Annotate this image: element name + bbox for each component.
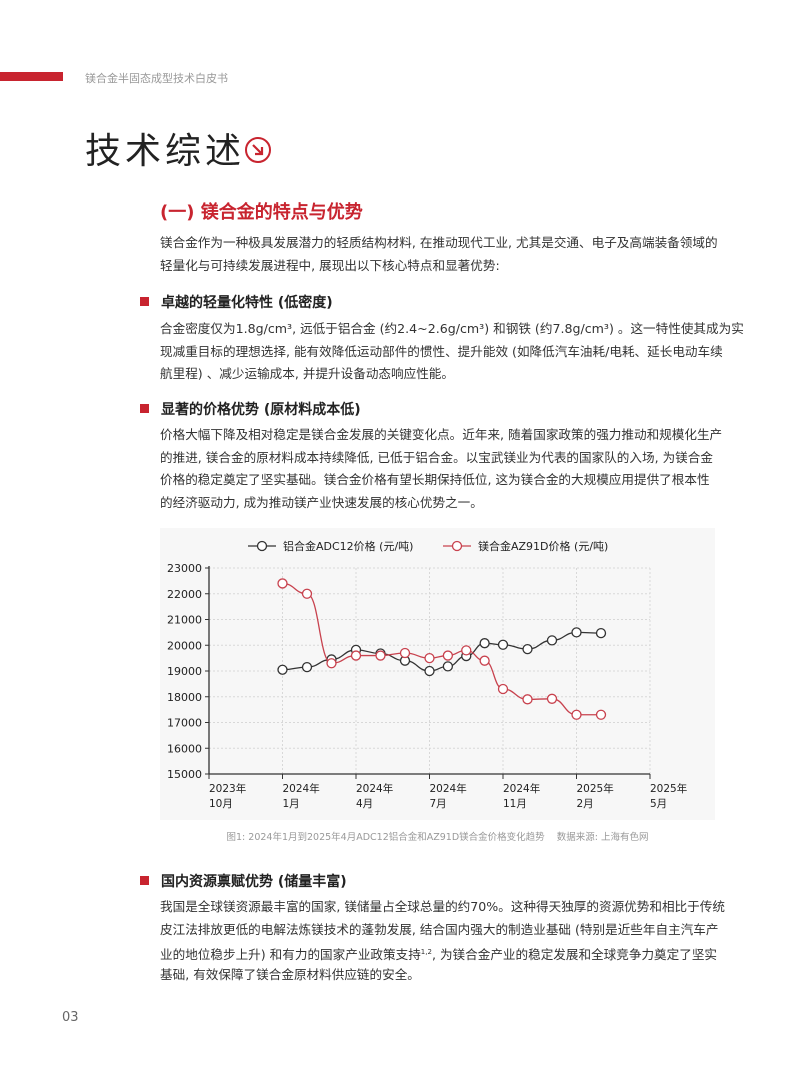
data-point [442, 650, 454, 661]
bullet-square-icon [140, 297, 149, 306]
data-point [350, 650, 362, 661]
data-point [424, 652, 435, 664]
price-chart: 23000 22000 21000 20000 19000 18000 17000 16000… [160, 528, 715, 820]
x-tick-label-month: 4月 [356, 798, 373, 810]
text-line: 我国是全球镁资源最丰富的国家, 镁储量占全球总量的约70%。这种得天独厚的资源优… [160, 899, 725, 914]
y-tick-label: 23000 [167, 562, 202, 575]
data-point [595, 709, 607, 720]
data-point [595, 627, 607, 639]
y-tick-label: 22000 [167, 588, 202, 601]
text-line: 业的地位稳步上升) 和有力的国家产业政策支持1,2, 为镁合金产业的稳定发展和全… [160, 941, 725, 964]
data-point [277, 664, 288, 675]
x-tick-label-year: 2023年 [209, 782, 246, 795]
y-tick-label: 16000 [167, 742, 202, 755]
footnote-reference[interactable]: 1,2 [420, 948, 432, 956]
data-point [522, 694, 533, 705]
data-point [301, 588, 313, 599]
x-tick-label-month: 7月 [430, 798, 447, 810]
bullet-heading-resources: 国内资源禀赋优势 (储量丰富) [140, 871, 347, 891]
page-title: 技术综述 [85, 131, 246, 172]
text-line: 镁合金作为一种极具发展潜力的轻质结构材料, 在推动现代工业, 尤其是交通、电子及… [160, 235, 718, 250]
bullet-heading-text: 显著的价格优势 (原材料成本低) [161, 402, 361, 418]
bullet-heading-text: 国内资源禀赋优势 (储量丰富) [161, 874, 347, 890]
data-point [522, 643, 533, 655]
legend-label: 铝合金ADC12价格 (元/吨) [283, 539, 413, 553]
text-segment: 业的地位稳步上升) 和有力的国家产业政策支持 [160, 947, 421, 963]
x-tick-label-year: 2025年 [577, 782, 614, 795]
y-tick-label: 18000 [167, 691, 202, 704]
resources-paragraph: 我国是全球镁资源最丰富的国家, 镁储量占全球总量的约70%。这种得天独厚的资源优… [160, 896, 725, 986]
x-tick-label-year: 2024年 [430, 782, 467, 795]
x-tick-label-month: 2月 [577, 798, 594, 810]
price-paragraph: 价格大幅下降及相对稳定是镁合金发展的关键变化点。近年来, 随着国家政策的强力推动… [160, 424, 725, 514]
running-title: 镁合金半固态成型技术白皮书 [85, 72, 228, 85]
bullet-heading-price: 显著的价格优势 (原材料成本低) [140, 399, 361, 419]
data-point [375, 650, 386, 661]
x-tick-label-month: 5月 [650, 798, 667, 810]
data-point [479, 638, 490, 649]
bullet-heading-lightweight: 卓越的轻量化特性 (低密度) [140, 292, 333, 312]
intro-paragraph: 镁合金作为一种极具发展潜力的轻质结构材料, 在推动现代工业, 尤其是交通、电子及… [160, 232, 725, 277]
x-tick-label-year: 2024年 [283, 782, 320, 795]
data-point [546, 635, 558, 646]
y-tick-label: 15000 [167, 768, 202, 781]
text-line: 价格的稳定奠定了坚实基础。镁合金价格有望长期保持低位, 这为镁合金的大规模应用提… [160, 472, 710, 487]
text-line: 合金密度仅为1.8g/cm³, 远低于铝合金 (约2.4~2.6g/cm³) 和… [160, 321, 744, 336]
text-line: 价格大幅下降及相对稳定是镁合金发展的关键变化点。近年来, 随着国家政策的强力推动… [160, 427, 723, 442]
bullet-square-icon [140, 876, 149, 885]
lightweight-paragraph: 合金密度仅为1.8g/cm³, 远低于铝合金 (约2.4~2.6g/cm³) 和… [160, 318, 744, 386]
x-tick-label-month: 1月 [283, 798, 300, 810]
price-chart-svg: 23000 22000 21000 20000 19000 18000 17000 16000… [167, 539, 687, 810]
text-line: 基础, 有效保障了镁合金原材料供应链的安全。 [160, 966, 420, 982]
figure-caption: 图1: 2024年1月到2025年4月ADC12铝合金和AZ91D镁合金价格变化… [226, 832, 649, 843]
text-line: 的推进, 镁合金的原材料成本持续降低, 已低于铝合金。以宝武镁业为代表的国家队的… [160, 449, 713, 465]
text-line: 轻量化与可持续发展进程中, 展现出以下核心特点和显著优势: [160, 257, 500, 273]
text-line: 航里程) 、减少运输成本, 并提升设备动态响应性能。 [160, 366, 454, 381]
arrow-down-right-circle-icon [245, 137, 271, 163]
data-point [424, 665, 435, 677]
y-tick-label: 20000 [167, 639, 202, 652]
x-tick-label-month: 10月 [209, 798, 233, 810]
x-tick-label-month: 11月 [503, 798, 527, 810]
section-heading: (一) 镁合金的特点与优势 [160, 202, 363, 223]
data-point [571, 709, 582, 720]
text-line: 的经济驱动力, 成为推动镁产业快速发展的核心优势之一。 [160, 494, 483, 510]
legend-marker [256, 540, 268, 552]
legend-label: 镁合金AZ91D价格 (元/吨) [478, 539, 608, 553]
data-point [326, 658, 337, 669]
data-point [497, 683, 509, 695]
y-tick-label: 19000 [167, 665, 202, 678]
legend-marker [451, 540, 463, 552]
data-point [301, 661, 313, 673]
data-point [399, 647, 411, 659]
y-tick-label: 21000 [167, 614, 202, 627]
y-tick-label: 17000 [167, 717, 202, 730]
x-tick-label-year: 2024年 [356, 782, 393, 795]
x-tick-label-year: 2025年 [650, 782, 687, 795]
data-point [461, 645, 472, 656]
bullet-heading-text: 卓越的轻量化特性 (低密度) [161, 295, 333, 311]
data-point [277, 578, 288, 589]
data-point [497, 639, 509, 650]
data-point [479, 655, 490, 666]
text-line: 皮江法排放更低的电解法炼镁技术的蓬勃发展, 结合国内强大的制造业基础 (特别是近… [160, 921, 719, 937]
page-number: 03 [62, 1010, 79, 1025]
bullet-square-icon [140, 404, 149, 413]
text-line: 现减重目标的理想选择, 能有效降低运动部件的惯性、提升能效 (如降低汽车油耗/电… [160, 343, 723, 359]
data-point [442, 661, 454, 672]
header-accent-bar [0, 72, 63, 81]
x-tick-label-year: 2024年 [503, 782, 540, 795]
data-point [546, 693, 558, 704]
data-point [571, 627, 582, 638]
text-segment: , 为镁合金产业的稳定发展和全球竞争力奠定了坚实 [431, 947, 718, 963]
